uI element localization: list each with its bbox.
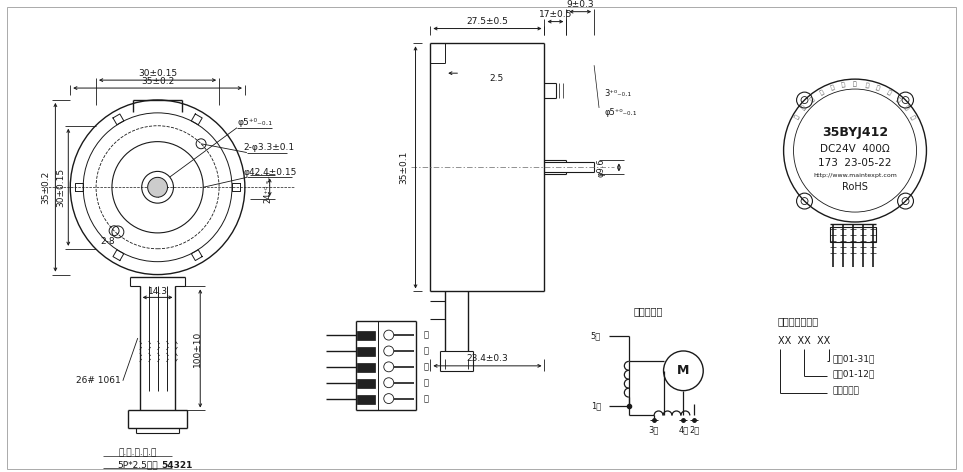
Text: 股: 股 <box>864 82 869 88</box>
Text: 红: 红 <box>424 362 429 371</box>
Text: 蓝: 蓝 <box>424 346 429 355</box>
Text: 35±0.2: 35±0.2 <box>41 171 50 204</box>
Text: 3红: 3红 <box>648 426 659 435</box>
Text: 黄: 黄 <box>424 378 429 387</box>
Bar <box>357 363 375 372</box>
Text: φ5⁺⁰₋₀.₁: φ5⁺⁰₋₀.₁ <box>237 118 273 127</box>
Text: 市: 市 <box>809 96 816 103</box>
Text: 35±0.2: 35±0.2 <box>141 76 174 85</box>
Text: 2黄: 2黄 <box>690 426 699 435</box>
Bar <box>357 347 375 356</box>
Text: 30±0.15: 30±0.15 <box>138 69 177 78</box>
Text: 100±10: 100±10 <box>193 330 202 367</box>
Bar <box>357 331 375 340</box>
Text: 有: 有 <box>885 90 892 96</box>
Text: 17±0.5: 17±0.5 <box>538 10 572 19</box>
Text: 橙: 橙 <box>424 330 429 339</box>
Text: 生产日期说明：: 生产日期说明： <box>778 316 819 326</box>
Text: 35BYJ412: 35BYJ412 <box>822 126 888 139</box>
Text: 粉: 粉 <box>424 394 429 403</box>
Text: 粉.蓝.红.黄.橙: 粉.蓝.红.黄.橙 <box>118 449 157 458</box>
Text: XX  XX  XX: XX XX XX <box>778 336 830 346</box>
Text: 30±0.15: 30±0.15 <box>56 168 65 207</box>
Text: 份: 份 <box>875 85 880 92</box>
Text: 接线示意图: 接线示意图 <box>634 306 664 316</box>
Text: RoHS: RoHS <box>842 182 868 192</box>
Text: φ42.4±0.15: φ42.4±0.15 <box>244 168 298 177</box>
Text: 24⁺⁰.₅₋₀: 24⁺⁰.₅₋₀ <box>263 171 273 203</box>
Text: 4蓝: 4蓝 <box>678 426 689 435</box>
Text: DC24V  400Ω: DC24V 400Ω <box>820 143 890 153</box>
Text: 1橙: 1橙 <box>590 401 601 410</box>
Text: 2-φ3.3±0.1: 2-φ3.3±0.1 <box>243 143 295 152</box>
Text: 54321: 54321 <box>162 461 194 470</box>
Text: 正: 正 <box>819 90 825 96</box>
Text: 深: 深 <box>794 114 801 120</box>
Bar <box>357 395 375 404</box>
Text: φ9.6: φ9.6 <box>596 158 606 177</box>
Text: 35±0.1: 35±0.1 <box>399 151 408 184</box>
Text: 5粉: 5粉 <box>590 332 601 341</box>
Text: 公: 公 <box>902 105 909 111</box>
Text: 智: 智 <box>841 82 846 88</box>
Text: 23.4±0.3: 23.4±0.3 <box>467 354 508 363</box>
Text: 27.5±0.5: 27.5±0.5 <box>466 17 508 26</box>
Text: 2-8: 2-8 <box>101 237 116 246</box>
Text: 年（公历）: 年（公历） <box>832 386 859 395</box>
Text: 司: 司 <box>909 114 916 120</box>
Text: 9±0.3: 9±0.3 <box>566 0 594 9</box>
Text: 5P*2.5白色: 5P*2.5白色 <box>117 461 158 470</box>
Bar <box>830 227 876 242</box>
Circle shape <box>147 177 168 197</box>
Text: φ5⁺⁰₋₀.₁: φ5⁺⁰₋₀.₁ <box>604 109 637 118</box>
Text: 日（01-31）: 日（01-31） <box>832 354 874 363</box>
Text: 3⁺⁰₋₀.₁: 3⁺⁰₋₀.₁ <box>604 89 631 98</box>
Text: http://www.maintexpt.com: http://www.maintexpt.com <box>813 173 897 178</box>
Text: 173  23-05-22: 173 23-05-22 <box>819 159 892 169</box>
Text: M: M <box>677 364 690 377</box>
Text: 26# 1061: 26# 1061 <box>76 376 120 385</box>
Text: 圳: 圳 <box>801 105 807 111</box>
Text: 德: 德 <box>829 85 835 92</box>
Text: 2.5: 2.5 <box>490 74 504 83</box>
Text: 月（01-12）: 月（01-12） <box>832 369 874 378</box>
Text: 控: 控 <box>853 81 857 87</box>
Text: 限: 限 <box>895 96 901 103</box>
Bar <box>357 379 375 388</box>
Text: 14.3: 14.3 <box>147 287 168 296</box>
